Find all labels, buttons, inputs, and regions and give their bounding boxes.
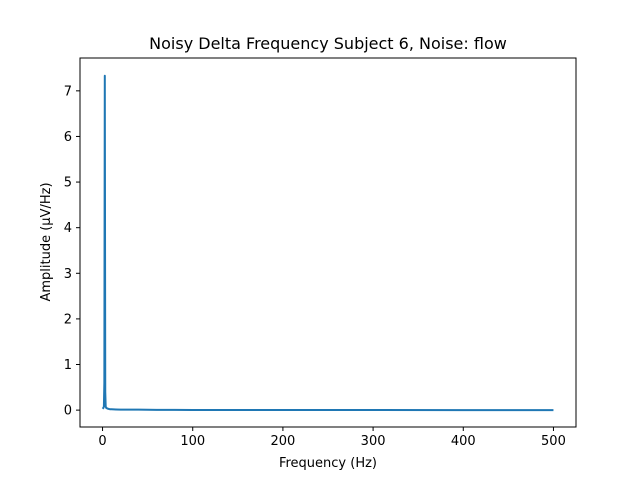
plot-frame [79,57,577,428]
y-axis-label: Amplitude (μV/Hz) [39,182,54,301]
x-tick-label-400: 400 [451,434,476,449]
x-axis-label: Frequency (Hz) [279,456,377,471]
y-tick-label-5: 5 [64,176,72,191]
y-tick-label-6: 6 [64,130,72,145]
y-tick-label-2: 2 [64,312,72,327]
y-tick-label-0: 0 [64,404,72,419]
x-tick-label-100: 100 [180,434,205,449]
series-line-0 [101,74,554,412]
x-tick-label-0: 0 [98,434,106,449]
y-tick-label-4: 4 [64,221,72,236]
y-tick-label-7: 7 [64,84,72,99]
plot-area: 0 100 200 300 400 500 0 1 2 3 4 5 6 7 [64,57,577,449]
chart-title: Noisy Delta Frequency Subject 6, Noise: … [149,34,507,53]
x-tick-label-300: 300 [361,434,386,449]
y-tick-label-3: 3 [64,267,72,282]
x-tick-label-200: 200 [270,434,295,449]
y-tick-label-1: 1 [64,358,72,373]
x-tick-label-500: 500 [541,434,566,449]
